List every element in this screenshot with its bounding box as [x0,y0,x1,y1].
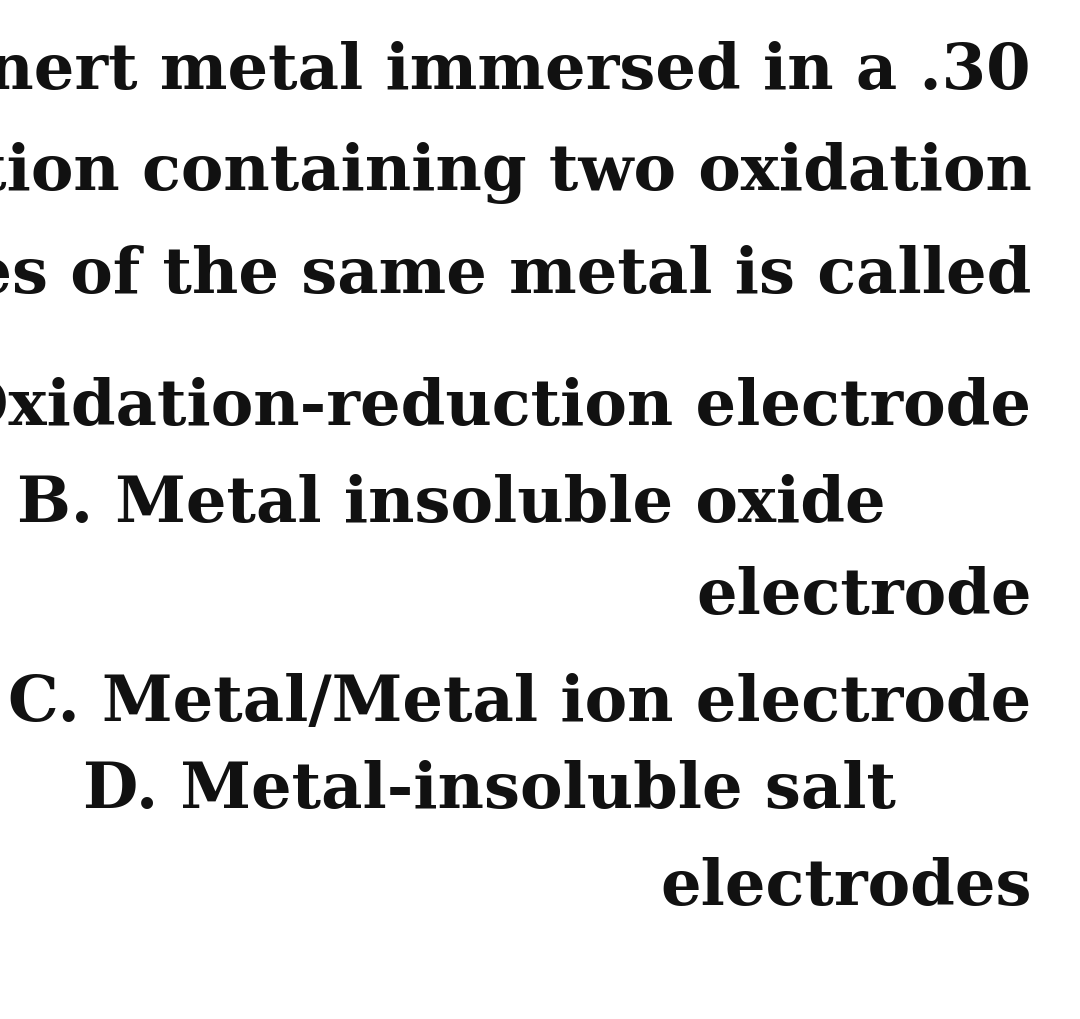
Text: C. Metal/Metal ion electrode: C. Metal/Metal ion electrode [9,673,1031,734]
Text: B. Metal insoluble oxide: B. Metal insoluble oxide [17,474,886,535]
Text: D. Metal-insoluble salt: D. Metal-insoluble salt [83,759,896,820]
Text: electrode: electrode [696,566,1031,627]
Text: An inert metal immersed in a .30: An inert metal immersed in a .30 [0,41,1031,102]
Text: solution containing two oxidation: solution containing two oxidation [0,143,1031,204]
Text: states of the same metal is called: states of the same metal is called [0,245,1031,306]
Text: electrodes: electrodes [660,856,1031,917]
Text: A. Oxidation-reduction electrode: A. Oxidation-reduction electrode [0,377,1031,438]
